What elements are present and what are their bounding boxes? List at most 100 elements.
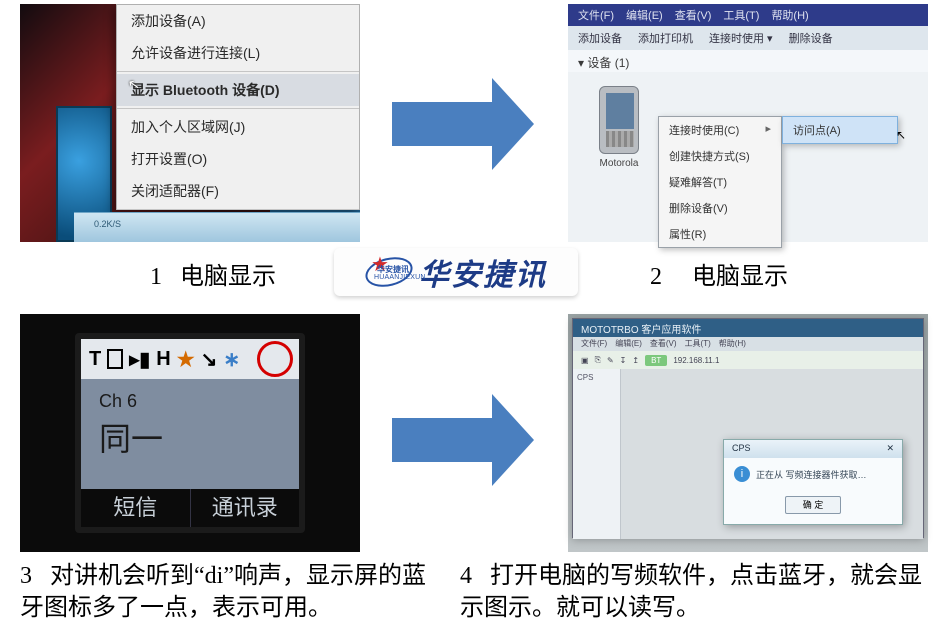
menu-item-add-device[interactable]: 添加设备(A)	[117, 5, 359, 37]
menu-item-close-adapter[interactable]: 关闭适配器(F)	[117, 175, 359, 207]
panel-2-screenshot: 文件(F) 编辑(E) 查看(V) 工具(T) 帮助(H) 添加设备 添加打印机…	[568, 4, 928, 242]
antenna-icon: T	[89, 348, 101, 371]
toolbar-btn-4[interactable]: ↧	[620, 356, 627, 365]
radio-main-text: 同一	[99, 414, 299, 460]
devices-toolbar: 添加设备 添加打印机 连接时使用 ▾ 删除设备	[568, 26, 928, 50]
dialog-title-text: CPS	[732, 443, 751, 455]
caption-3-num: 3	[20, 563, 32, 589]
toolbar-btn-1[interactable]: ▣	[581, 356, 589, 365]
caption-1-text: 电脑显示	[180, 264, 276, 290]
arrow-head-icon	[492, 78, 534, 170]
arrow-head-icon	[492, 394, 534, 486]
h-icon: H	[156, 348, 170, 371]
menu-item-join-pan[interactable]: 加入个人区域网(J)	[117, 111, 359, 143]
info-icon: i	[734, 466, 750, 482]
system-tray: 0.2K/S	[74, 212, 360, 242]
ctx-troubleshoot[interactable]: 疑难解答(T)	[659, 169, 781, 195]
devices-panel-body: Motorola 连接时使用(C) 创建快捷方式(S) 疑难解答(T) 删除设备…	[568, 72, 928, 242]
menubar-tools[interactable]: 工具(T)	[723, 7, 759, 23]
panel-3-radio-photo: T ▸▮ H ★ ↘ ∗ Ch 6 同一 短信 通讯录	[20, 314, 360, 552]
softkey-sms[interactable]: 短信	[81, 489, 191, 527]
toolbar-btn-2[interactable]: ⎘	[595, 355, 601, 365]
toolbar-btn-3[interactable]: ✎	[607, 356, 614, 365]
cps-menu-edit[interactable]: 编辑(E)	[615, 338, 642, 350]
caption-2: 2 电脑显示	[650, 256, 788, 291]
caption-4: 4 打开电脑的写频软件，点击蓝牙，就会显示图示。就可以读写。	[460, 560, 940, 625]
dialog-close-icon[interactable]: ✕	[886, 443, 894, 455]
cps-menu-tools[interactable]: 工具(T)	[685, 338, 711, 350]
cps-progress-dialog: CPS ✕ i 正在从 写频连接器件获取… 确 定	[723, 439, 903, 525]
connect-using-submenu: 访问点(A)	[782, 116, 898, 144]
devices-group-header[interactable]: ▾ 设备 (1)	[568, 50, 928, 72]
panel-1-screenshot: 添加设备(A) 允许设备进行连接(L) 显示 Bluetooth 设备(D) 加…	[20, 4, 360, 242]
menubar-help[interactable]: 帮助(H)	[771, 7, 808, 23]
menu-item-open-settings[interactable]: 打开设置(O)	[117, 143, 359, 175]
device-context-menu: 连接时使用(C) 创建快捷方式(S) 疑难解答(T) 删除设备(V) 属性(R)	[658, 116, 782, 248]
caption-4-num: 4	[460, 563, 472, 589]
radio-softkey-bar: 短信 通讯录	[81, 489, 299, 527]
cps-toolbar: ▣ ⎘ ✎ ↧ ↥ BT 192.168.11.1	[573, 351, 923, 369]
radio-status-bar: T ▸▮ H ★ ↘ ∗	[81, 339, 299, 379]
explorer-menubar: 文件(F) 编辑(E) 查看(V) 工具(T) 帮助(H)	[568, 4, 928, 26]
arrow-shaft	[392, 102, 492, 146]
cps-menu-file[interactable]: 文件(F)	[581, 338, 607, 350]
caption-2-num: 2	[650, 264, 662, 290]
logo-pinyin: HUAANJIEXUN	[374, 274, 426, 281]
toolbar-connect-using[interactable]: 连接时使用 ▾	[709, 30, 773, 46]
caption-4-text: 打开电脑的写频软件，点击蓝牙，就会显示图示。就可以读写。	[460, 563, 922, 621]
ctx-properties[interactable]: 属性(R)	[659, 221, 781, 247]
toolbar-remove-device[interactable]: 删除设备	[789, 30, 833, 46]
caption-2-text: 电脑显示	[692, 264, 788, 290]
menubar-edit[interactable]: 编辑(E)	[626, 7, 663, 23]
menubar-view[interactable]: 查看(V)	[675, 7, 712, 23]
caption-1-num: 1	[150, 264, 162, 290]
toolbar-btn-5[interactable]: ↥	[632, 356, 639, 365]
dialog-ok-button[interactable]: 确 定	[785, 496, 841, 514]
dialog-message: 正在从 写频连接器件获取…	[756, 468, 867, 481]
annotation-red-circle	[257, 341, 293, 377]
caption-3-text: 对讲机会听到“di”响声，显示屏的蓝牙图标多了一点，表示可用。	[20, 563, 426, 621]
ctx-create-shortcut[interactable]: 创建快捷方式(S)	[659, 143, 781, 169]
phone-icon	[599, 86, 639, 154]
toolbar-ip-label: 192.168.11.1	[673, 356, 719, 365]
device-label: Motorola	[584, 158, 654, 169]
caption-3: 3 对讲机会听到“di”响声，显示屏的蓝牙图标多了一点，表示可用。	[20, 560, 440, 625]
softkey-contacts[interactable]: 通讯录	[191, 489, 300, 527]
submenu-access-point[interactable]: 访问点(A)	[782, 116, 898, 144]
dialog-body: i 正在从 写频连接器件获取…	[724, 458, 902, 490]
logo-mark-icon: ★ 华安捷讯 HUAANJIEXUN	[365, 252, 413, 292]
dialog-titlebar: CPS ✕	[724, 440, 902, 458]
battery-icon	[107, 349, 123, 369]
menu-item-allow-connect[interactable]: 允许设备进行连接(L)	[117, 37, 359, 69]
bluetooth-tray-context-menu: 添加设备(A) 允许设备进行连接(L) 显示 Bluetooth 设备(D) 加…	[116, 4, 360, 210]
cps-menu-help[interactable]: 帮助(H)	[719, 338, 746, 350]
cps-window-title: MOTOTRBO 客户应用软件	[573, 319, 923, 337]
ctx-connect-using[interactable]: 连接时使用(C)	[659, 117, 781, 143]
arrow-icon: ↘	[201, 347, 218, 372]
menubar-file[interactable]: 文件(F)	[578, 7, 614, 23]
toolbar-add-device[interactable]: 添加设备	[578, 30, 622, 46]
cps-main-window: MOTOTRBO 客户应用软件 文件(F) 编辑(E) 查看(V) 工具(T) …	[572, 318, 924, 538]
panel-4-screenshot: MOTOTRBO 客户应用软件 文件(F) 编辑(E) 查看(V) 工具(T) …	[568, 314, 928, 552]
cps-menubar: 文件(F) 编辑(E) 查看(V) 工具(T) 帮助(H)	[573, 337, 923, 351]
tray-netspeed-label: 0.2K/S	[94, 219, 121, 229]
cps-menu-view[interactable]: 查看(V)	[650, 338, 677, 350]
bluetooth-icon: ∗	[223, 347, 240, 372]
cursor-icon: ↖	[896, 128, 906, 142]
huaanjiexun-logo: ★ 华安捷讯 HUAANJIEXUN 华安捷讯	[334, 248, 578, 296]
menu-item-show-bt-devices[interactable]: 显示 Bluetooth 设备(D)	[117, 74, 359, 106]
star-icon: ★	[177, 347, 195, 372]
toolbar-bluetooth-button[interactable]: BT	[645, 355, 667, 366]
radio-lcd-screen: T ▸▮ H ★ ↘ ∗ Ch 6 同一 短信 通讯录	[75, 333, 305, 533]
arrow-shaft	[392, 418, 492, 462]
cursor-icon: ↖	[127, 75, 142, 94]
device-motorola[interactable]: Motorola	[584, 86, 654, 169]
logo-brand-text: 华安捷讯	[419, 250, 547, 294]
ctx-remove-device[interactable]: 删除设备(V)	[659, 195, 781, 221]
radio-channel-label: Ch 6	[99, 391, 299, 412]
arrow-1-to-2	[392, 78, 534, 170]
cps-client-area: CPS CPS ✕ i 正在从 写频连接器件获取… 确 定	[573, 369, 923, 539]
toolbar-add-printer[interactable]: 添加打印机	[638, 30, 693, 46]
caption-1: 1 电脑显示	[150, 256, 276, 291]
signal-icon: ▸▮	[129, 347, 150, 372]
